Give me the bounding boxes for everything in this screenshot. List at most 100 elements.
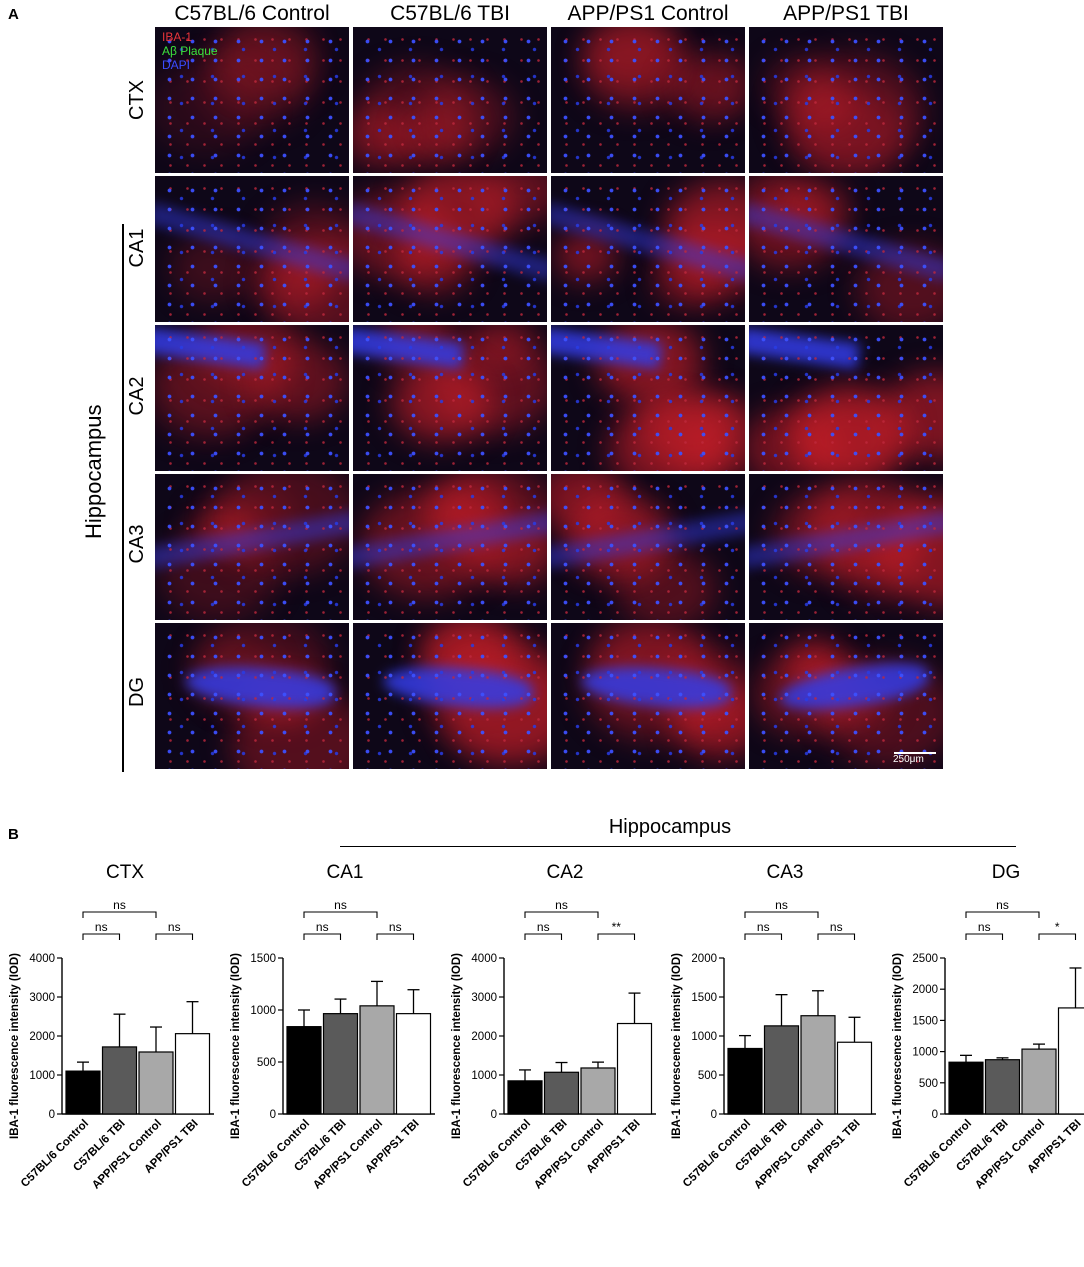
y-tick-label: 1000 — [912, 1047, 938, 1059]
micrograph-ctx-1 — [155, 27, 349, 173]
micrograph-ca3-2 — [353, 474, 547, 620]
micrograph-dg-3 — [551, 623, 745, 769]
dapi-nuclei — [155, 176, 349, 322]
y-tick-label: 3000 — [471, 992, 497, 1004]
bar-3 — [1021, 1048, 1057, 1115]
micrograph-dg-1 — [155, 623, 349, 769]
category-label: C57BL/6 Control — [240, 1118, 312, 1190]
y-tick-label: 2000 — [471, 1031, 497, 1043]
micrograph-ctx-2 — [353, 27, 547, 173]
chart-title: CA1 — [327, 862, 364, 883]
y-axis-label: IBA-1 fluorescence intensity (IOD) — [9, 953, 21, 1139]
y-tick-label: 4000 — [29, 953, 55, 965]
micrograph-ca2-3 — [551, 325, 745, 471]
amyloid-plaque — [0, 124, 32, 156]
significance-label: ns — [978, 920, 991, 934]
bar-1 — [948, 1061, 984, 1115]
dapi-nuclei — [155, 325, 349, 471]
dapi-nuclei — [749, 325, 943, 471]
column-header-4: APP/PS1 TBI — [783, 2, 909, 25]
bar-3 — [580, 1067, 616, 1115]
y-tick-label: 0 — [270, 1109, 276, 1121]
dapi-nuclei — [353, 325, 547, 471]
amyloid-plaque — [0, 68, 24, 92]
row-label-dg: DG — [126, 677, 148, 707]
significance-bracket — [597, 933, 636, 940]
y-tick-label: 1000 — [691, 1031, 717, 1043]
micrograph-ca2-1 — [155, 325, 349, 471]
dapi-nuclei — [551, 474, 745, 620]
significance-bracket — [817, 933, 856, 940]
dapi-nuclei — [551, 27, 745, 173]
chart-dg: DG 0 500 1000 1500 2000 2500 IBA-1 fluorescence… — [892, 862, 1084, 1192]
y-tick-label: 1000 — [29, 1070, 55, 1082]
category-label: APP/PS1 Control — [90, 1118, 164, 1192]
dapi-nuclei — [551, 325, 745, 471]
significance-label: ns — [168, 920, 181, 934]
significance-label: ns — [775, 898, 788, 912]
scale-bar — [894, 752, 936, 754]
bar-3 — [359, 1005, 395, 1115]
amyloid-plaque — [0, 220, 16, 236]
bar-2 — [543, 1071, 580, 1115]
y-tick-label: 1500 — [912, 1015, 938, 1027]
legend-iba1: IBA-1 — [162, 30, 193, 44]
bar-4 — [174, 1033, 211, 1115]
y-tick-label: 500 — [919, 1078, 938, 1090]
micrograph-ca1-2 — [353, 176, 547, 322]
bar-1 — [286, 1026, 322, 1115]
significance-label: ns — [830, 920, 843, 934]
dapi-nuclei — [551, 623, 745, 769]
significance-label: ** — [612, 920, 622, 934]
chart-ca2: CA2 0 1000 2000 3000 4000 IBA-1 fluorescence i… — [451, 862, 656, 1192]
y-tick-label: 1500 — [250, 953, 276, 965]
dapi-nuclei — [551, 176, 745, 322]
y-tick-label: 3000 — [29, 992, 55, 1004]
y-axis-label: IBA-1 fluorescence intensity (IOD) — [892, 953, 904, 1139]
dapi-nuclei — [749, 27, 943, 173]
amyloid-plaque — [0, 92, 32, 124]
significance-label: ns — [757, 920, 770, 934]
micrograph-ca3-1 — [155, 474, 349, 620]
micrograph-ca1-4 — [749, 176, 943, 322]
bar-2 — [984, 1059, 1021, 1115]
significance-bracket — [82, 933, 121, 940]
significance-label: ns — [316, 920, 329, 934]
micrograph-ctx-4 — [749, 27, 943, 173]
bar-4 — [395, 1013, 432, 1115]
micrograph-dg-4 — [749, 623, 943, 769]
amyloid-plaque — [0, 0, 44, 44]
amyloid-plaque — [0, 44, 24, 68]
y-tick-label: 4000 — [471, 953, 497, 965]
chart-title: CTX — [106, 862, 144, 883]
y-tick-label: 0 — [491, 1109, 497, 1121]
micrograph-ca2-4 — [749, 325, 943, 471]
y-tick-label: 2000 — [912, 984, 938, 996]
scale-bar-label: 250μm — [893, 754, 924, 765]
bar-charts: CTX 0 1000 2000 3000 4000 IBA-1 fluorescence i… — [9, 862, 1084, 1192]
chart-ca1: CA1 0 500 1000 1500 IBA-1 fluorescence intens… — [230, 862, 435, 1192]
y-tick-label: 0 — [49, 1109, 55, 1121]
bar-2 — [322, 1013, 359, 1115]
dapi-nuclei — [353, 623, 547, 769]
dapi-nuclei — [353, 474, 547, 620]
hippocampus-charts-label: Hippocampus — [608, 816, 732, 838]
significance-bracket — [744, 933, 783, 940]
micrograph-dg-2 — [353, 623, 547, 769]
micrograph-ca1-1 — [155, 176, 349, 322]
y-tick-label: 2000 — [691, 953, 717, 965]
significance-bracket — [303, 933, 342, 940]
stain-legend: IBA-1 Aβ Plaque DAPI — [162, 30, 218, 72]
category-label: C57BL/6 Control — [902, 1118, 974, 1190]
micrograph-ca1-3 — [551, 176, 745, 322]
y-tick-label: 0 — [932, 1109, 938, 1121]
row-label-ca1: CA1 — [126, 228, 148, 268]
micrograph-ca2-2 — [353, 325, 547, 471]
column-header-3: APP/PS1 Control — [567, 2, 729, 25]
category-label: APP/PS1 Control — [752, 1118, 826, 1192]
legend-dapi: DAPI — [162, 58, 191, 72]
bar-4 — [616, 1022, 653, 1115]
category-label: APP/PS1 Control — [311, 1118, 385, 1192]
significance-bracket — [303, 911, 378, 918]
y-tick-label: 1500 — [691, 992, 717, 1004]
